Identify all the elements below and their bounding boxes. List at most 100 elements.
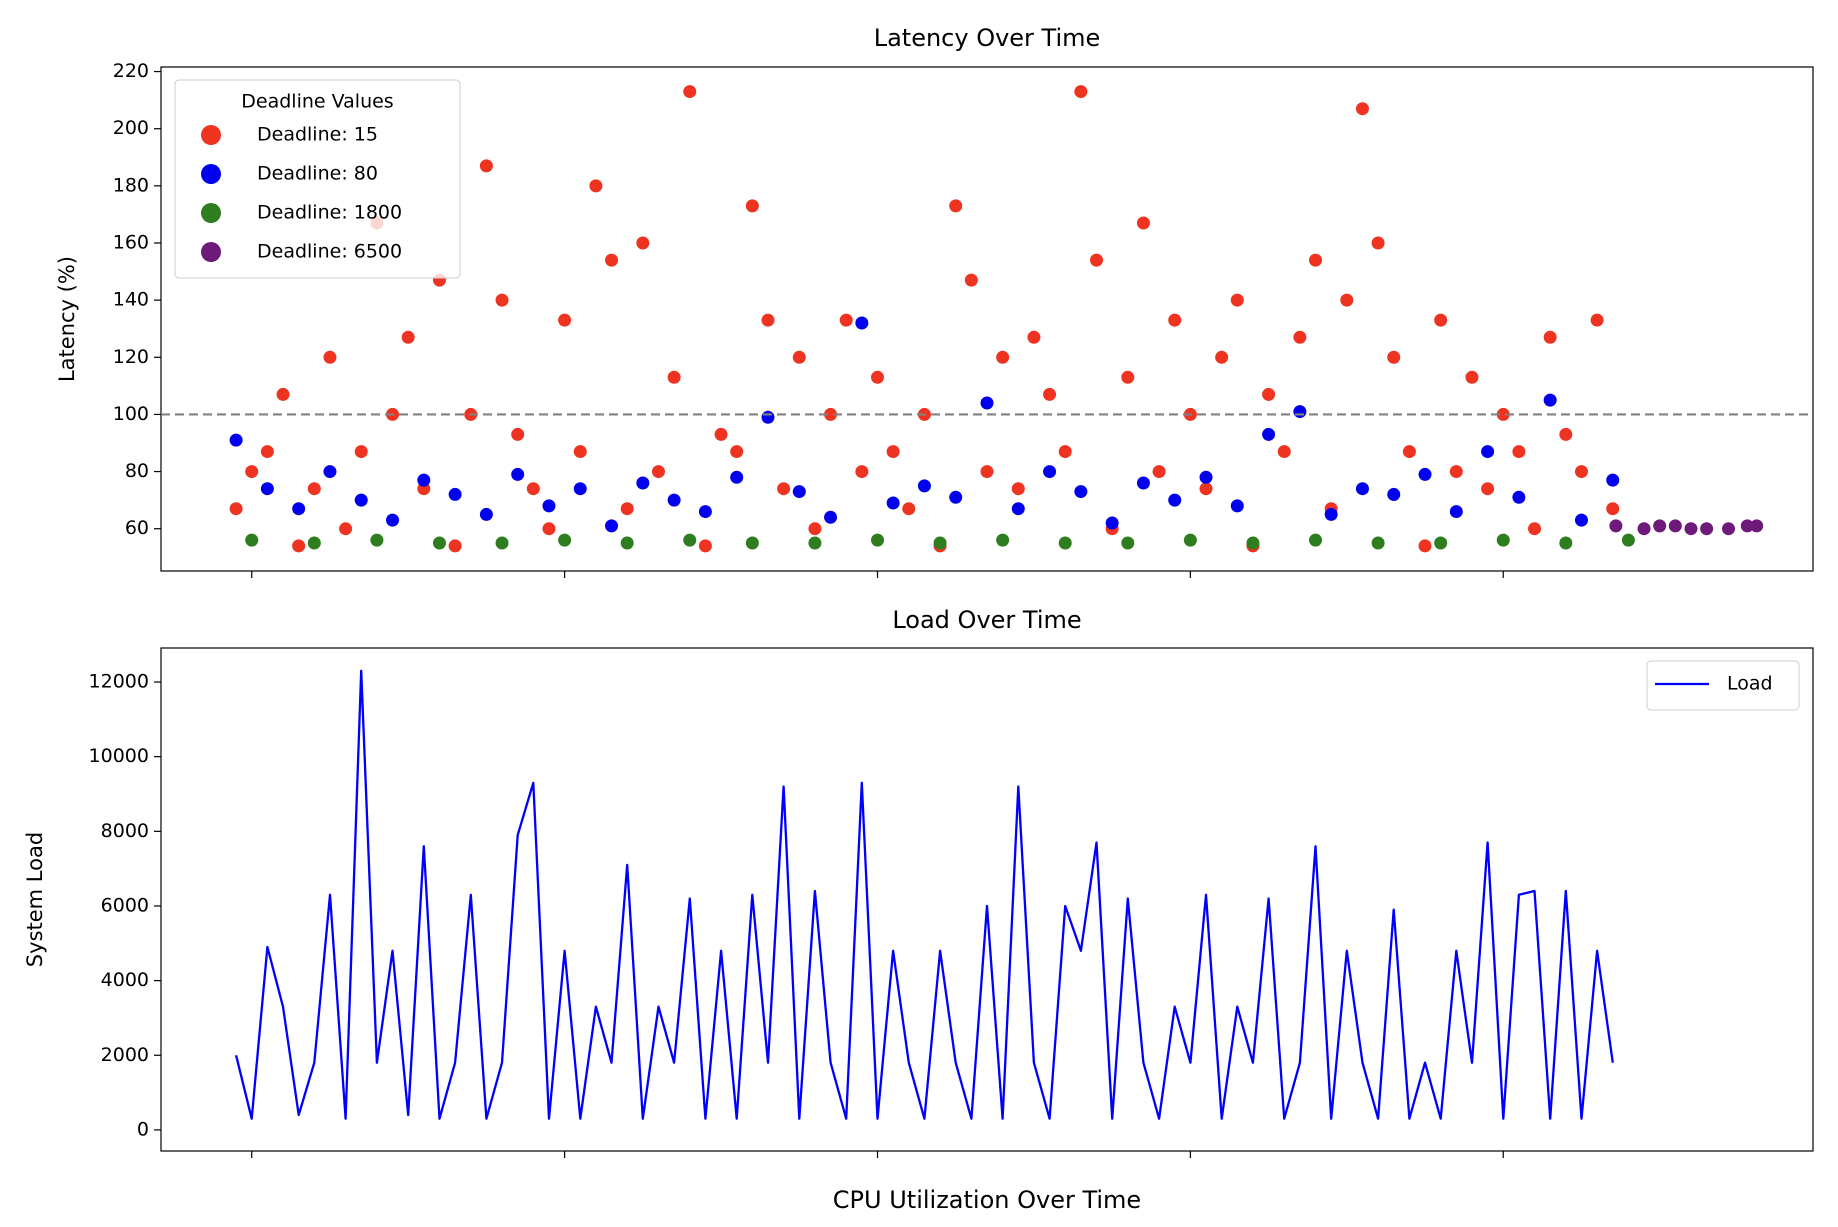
- point: [1152, 465, 1166, 479]
- point: [1722, 522, 1736, 536]
- point: [1750, 519, 1764, 533]
- point: [339, 522, 353, 536]
- point: [1324, 507, 1338, 521]
- point: [996, 350, 1010, 364]
- line: [234, 669, 1614, 1120]
- point: [1481, 482, 1495, 496]
- point: [1543, 393, 1557, 407]
- point: [1653, 519, 1667, 533]
- legend: Load: [1646, 660, 1800, 711]
- point: [511, 467, 525, 481]
- y-tick-label: 140: [113, 289, 149, 311]
- point: [651, 465, 665, 479]
- point: [1199, 470, 1213, 484]
- point: [1387, 487, 1401, 501]
- y-tick-label: 12000: [89, 671, 149, 693]
- point: [307, 536, 321, 550]
- point: [1371, 536, 1385, 550]
- point: [761, 313, 775, 327]
- point: [1434, 313, 1448, 327]
- legend-label: Deadline: 1800: [257, 202, 402, 224]
- point: [620, 536, 634, 550]
- legend-label: Deadline: 80: [257, 163, 378, 185]
- legend-box: [174, 79, 461, 279]
- legend-label: Load: [1727, 673, 1773, 695]
- point: [714, 427, 728, 441]
- point: [276, 387, 290, 401]
- point: [996, 533, 1010, 547]
- y-tick-label: 120: [113, 346, 149, 368]
- y-tick-label: 60: [125, 517, 149, 539]
- point: [479, 507, 493, 521]
- legend-marker: [201, 242, 221, 262]
- point: [745, 536, 759, 550]
- point: [886, 445, 900, 459]
- point: [1058, 445, 1072, 459]
- point: [761, 410, 775, 424]
- point: [1121, 370, 1135, 384]
- point: [808, 536, 822, 550]
- point: [1058, 536, 1072, 550]
- y-tick-label: 4000: [101, 969, 149, 991]
- point: [1121, 536, 1135, 550]
- point: [1590, 313, 1604, 327]
- point: [245, 533, 259, 547]
- point: [1402, 445, 1416, 459]
- point: [1512, 445, 1526, 459]
- legend: Deadline Values Deadline: 15 Deadline: 80 D…: [174, 79, 461, 279]
- series: [229, 85, 1620, 553]
- point: [432, 536, 446, 550]
- point: [573, 445, 587, 459]
- point: [1168, 493, 1182, 507]
- point: [667, 370, 681, 384]
- legend-marker: [201, 125, 221, 145]
- y-tick-label: 220: [113, 60, 149, 82]
- point: [229, 433, 243, 447]
- plot-area: [160, 647, 1814, 1152]
- series: [229, 316, 1620, 533]
- legend-marker: [201, 164, 221, 184]
- point: [870, 533, 884, 547]
- point: [1355, 482, 1369, 496]
- y-tick-label: 8000: [101, 820, 149, 842]
- point: [1136, 216, 1150, 230]
- point: [1011, 502, 1025, 516]
- point: [1309, 533, 1323, 547]
- point: [792, 350, 806, 364]
- point: [1183, 533, 1197, 547]
- point: [667, 493, 681, 507]
- point: [1074, 485, 1088, 499]
- point: [370, 533, 384, 547]
- y-tick-label: 0: [137, 1118, 149, 1140]
- y-axis-label: System Load: [23, 832, 47, 967]
- point: [260, 445, 274, 459]
- point: [1496, 533, 1510, 547]
- point: [1387, 350, 1401, 364]
- point: [448, 539, 462, 553]
- point: [620, 502, 634, 516]
- plot-area: [160, 66, 1814, 572]
- point: [448, 487, 462, 501]
- point: [1606, 502, 1620, 516]
- point: [1105, 516, 1119, 530]
- point: [1668, 519, 1682, 533]
- point: [1277, 445, 1291, 459]
- legend-marker: [201, 203, 221, 223]
- point: [1011, 482, 1025, 496]
- point: [292, 539, 306, 553]
- point: [495, 536, 509, 550]
- point: [917, 479, 931, 493]
- point: [1700, 522, 1714, 536]
- y-tick-label: 200: [113, 117, 149, 139]
- point: [1230, 293, 1244, 307]
- point: [886, 496, 900, 510]
- point: [1215, 350, 1229, 364]
- point: [1418, 467, 1432, 481]
- point: [870, 370, 884, 384]
- point: [808, 522, 822, 536]
- point: [777, 482, 791, 496]
- point: [542, 499, 556, 513]
- point: [636, 236, 650, 250]
- point: [1246, 536, 1260, 550]
- point: [730, 445, 744, 459]
